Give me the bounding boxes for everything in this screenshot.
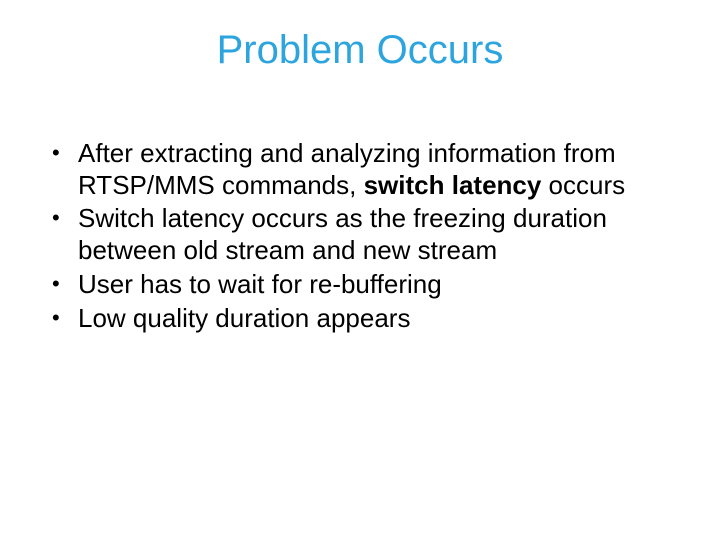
bullet-text-pre: User has to wait for re-buffering [78, 269, 442, 299]
list-item: Switch latency occurs as the freezing du… [48, 203, 680, 266]
slide-body: After extracting and analyzing informati… [48, 138, 680, 336]
list-item: After extracting and analyzing informati… [48, 138, 680, 201]
bullet-list: After extracting and analyzing informati… [48, 138, 680, 334]
bullet-text-pre: Low quality duration appears [78, 303, 410, 333]
list-item: User has to wait for re-buffering [48, 269, 680, 301]
bullet-text-bold: switch latency [364, 170, 542, 200]
bullet-text-pre: Switch latency occurs as the freezing du… [78, 203, 607, 265]
bullet-text-post: occurs [541, 170, 625, 200]
list-item: Low quality duration appears [48, 303, 680, 335]
slide-title: Problem Occurs [0, 28, 720, 73]
slide: Problem Occurs After extracting and anal… [0, 0, 720, 540]
